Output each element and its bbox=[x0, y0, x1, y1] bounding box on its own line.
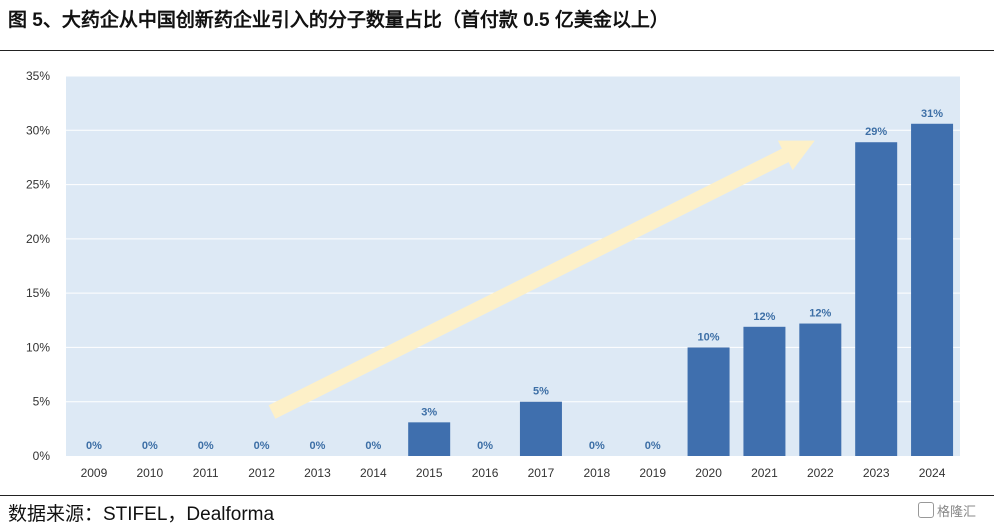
data-label: 0% bbox=[142, 440, 158, 452]
x-tick-label: 2009 bbox=[81, 466, 108, 480]
bar bbox=[911, 123, 954, 457]
x-tick-label: 2012 bbox=[248, 466, 275, 480]
x-tick-label: 2010 bbox=[136, 466, 163, 480]
y-tick-label: 10% bbox=[26, 340, 50, 354]
x-tick-label: 2013 bbox=[304, 466, 331, 480]
data-label: 0% bbox=[254, 440, 270, 452]
watermark-logo: 格隆汇 bbox=[918, 500, 988, 520]
x-tick-label: 2022 bbox=[807, 466, 834, 480]
bars bbox=[408, 123, 954, 457]
bar bbox=[855, 142, 898, 456]
x-tick-label: 2018 bbox=[583, 466, 610, 480]
data-label: 0% bbox=[86, 440, 102, 452]
logo-icon bbox=[918, 502, 934, 518]
y-tick-label: 25% bbox=[26, 178, 50, 192]
data-label: 12% bbox=[753, 311, 775, 323]
bar bbox=[743, 326, 786, 456]
data-label: 0% bbox=[365, 440, 381, 452]
y-tick-label: 35% bbox=[26, 69, 50, 83]
bar bbox=[408, 422, 451, 456]
x-tick-label: 2011 bbox=[193, 466, 219, 480]
x-tick-label: 2020 bbox=[695, 466, 722, 480]
trend-arrow bbox=[268, 140, 815, 419]
data-label: 0% bbox=[477, 440, 493, 452]
x-tick-label: 2021 bbox=[751, 466, 778, 480]
y-tick-label: 15% bbox=[26, 286, 50, 300]
data-label: 29% bbox=[865, 126, 887, 138]
data-label: 0% bbox=[309, 440, 325, 452]
bar bbox=[799, 323, 842, 456]
source-note: 数据来源：STIFEL，Dealforma bbox=[8, 504, 275, 525]
data-label: 0% bbox=[589, 440, 605, 452]
data-labels: 0% 0% 0% 0% 0% 0% 3% 0% 5% 0% 0% 10% 12% 12% 29% 31% bbox=[86, 108, 943, 452]
logo-text: 格隆汇 bbox=[937, 503, 977, 519]
y-tick-label: 5% bbox=[33, 395, 51, 409]
bar bbox=[687, 347, 730, 456]
x-axis-ticks: 2009 2010 2011 2012 2013 2014 2015 2016 2017 2018… bbox=[81, 466, 946, 480]
x-tick-label: 2024 bbox=[919, 466, 946, 480]
footer-divider bbox=[0, 495, 994, 496]
y-tick-label: 20% bbox=[26, 232, 50, 246]
bar-chart: 0% 5% 10% 15% 20% 25% 30% 35% 0% 0% 0% 0% 0% 0% 3% 0% 5… bbox=[26, 69, 960, 480]
y-tick-label: 30% bbox=[26, 123, 50, 137]
data-label: 10% bbox=[698, 331, 720, 343]
x-tick-label: 2014 bbox=[360, 466, 387, 480]
x-tick-label: 2016 bbox=[472, 466, 499, 480]
x-tick-label: 2017 bbox=[528, 466, 555, 480]
x-tick-label: 2019 bbox=[639, 466, 666, 480]
bar bbox=[519, 401, 562, 456]
y-axis-ticks: 0% 5% 10% 15% 20% 25% 30% 35% bbox=[26, 69, 50, 463]
x-tick-label: 2023 bbox=[863, 466, 890, 480]
data-label: 0% bbox=[198, 440, 214, 452]
title-divider bbox=[0, 50, 994, 51]
data-label: 0% bbox=[645, 440, 661, 452]
chart-title: 图 5、大药企从中国创新药企业引入的分子数量占比（首付款 0.5 亿美金以上） bbox=[8, 10, 669, 31]
data-label: 31% bbox=[921, 108, 943, 120]
data-label: 3% bbox=[421, 406, 437, 418]
y-tick-label: 0% bbox=[33, 449, 51, 463]
data-label: 12% bbox=[809, 308, 831, 320]
x-tick-label: 2015 bbox=[416, 466, 443, 480]
data-label: 5% bbox=[533, 386, 549, 398]
